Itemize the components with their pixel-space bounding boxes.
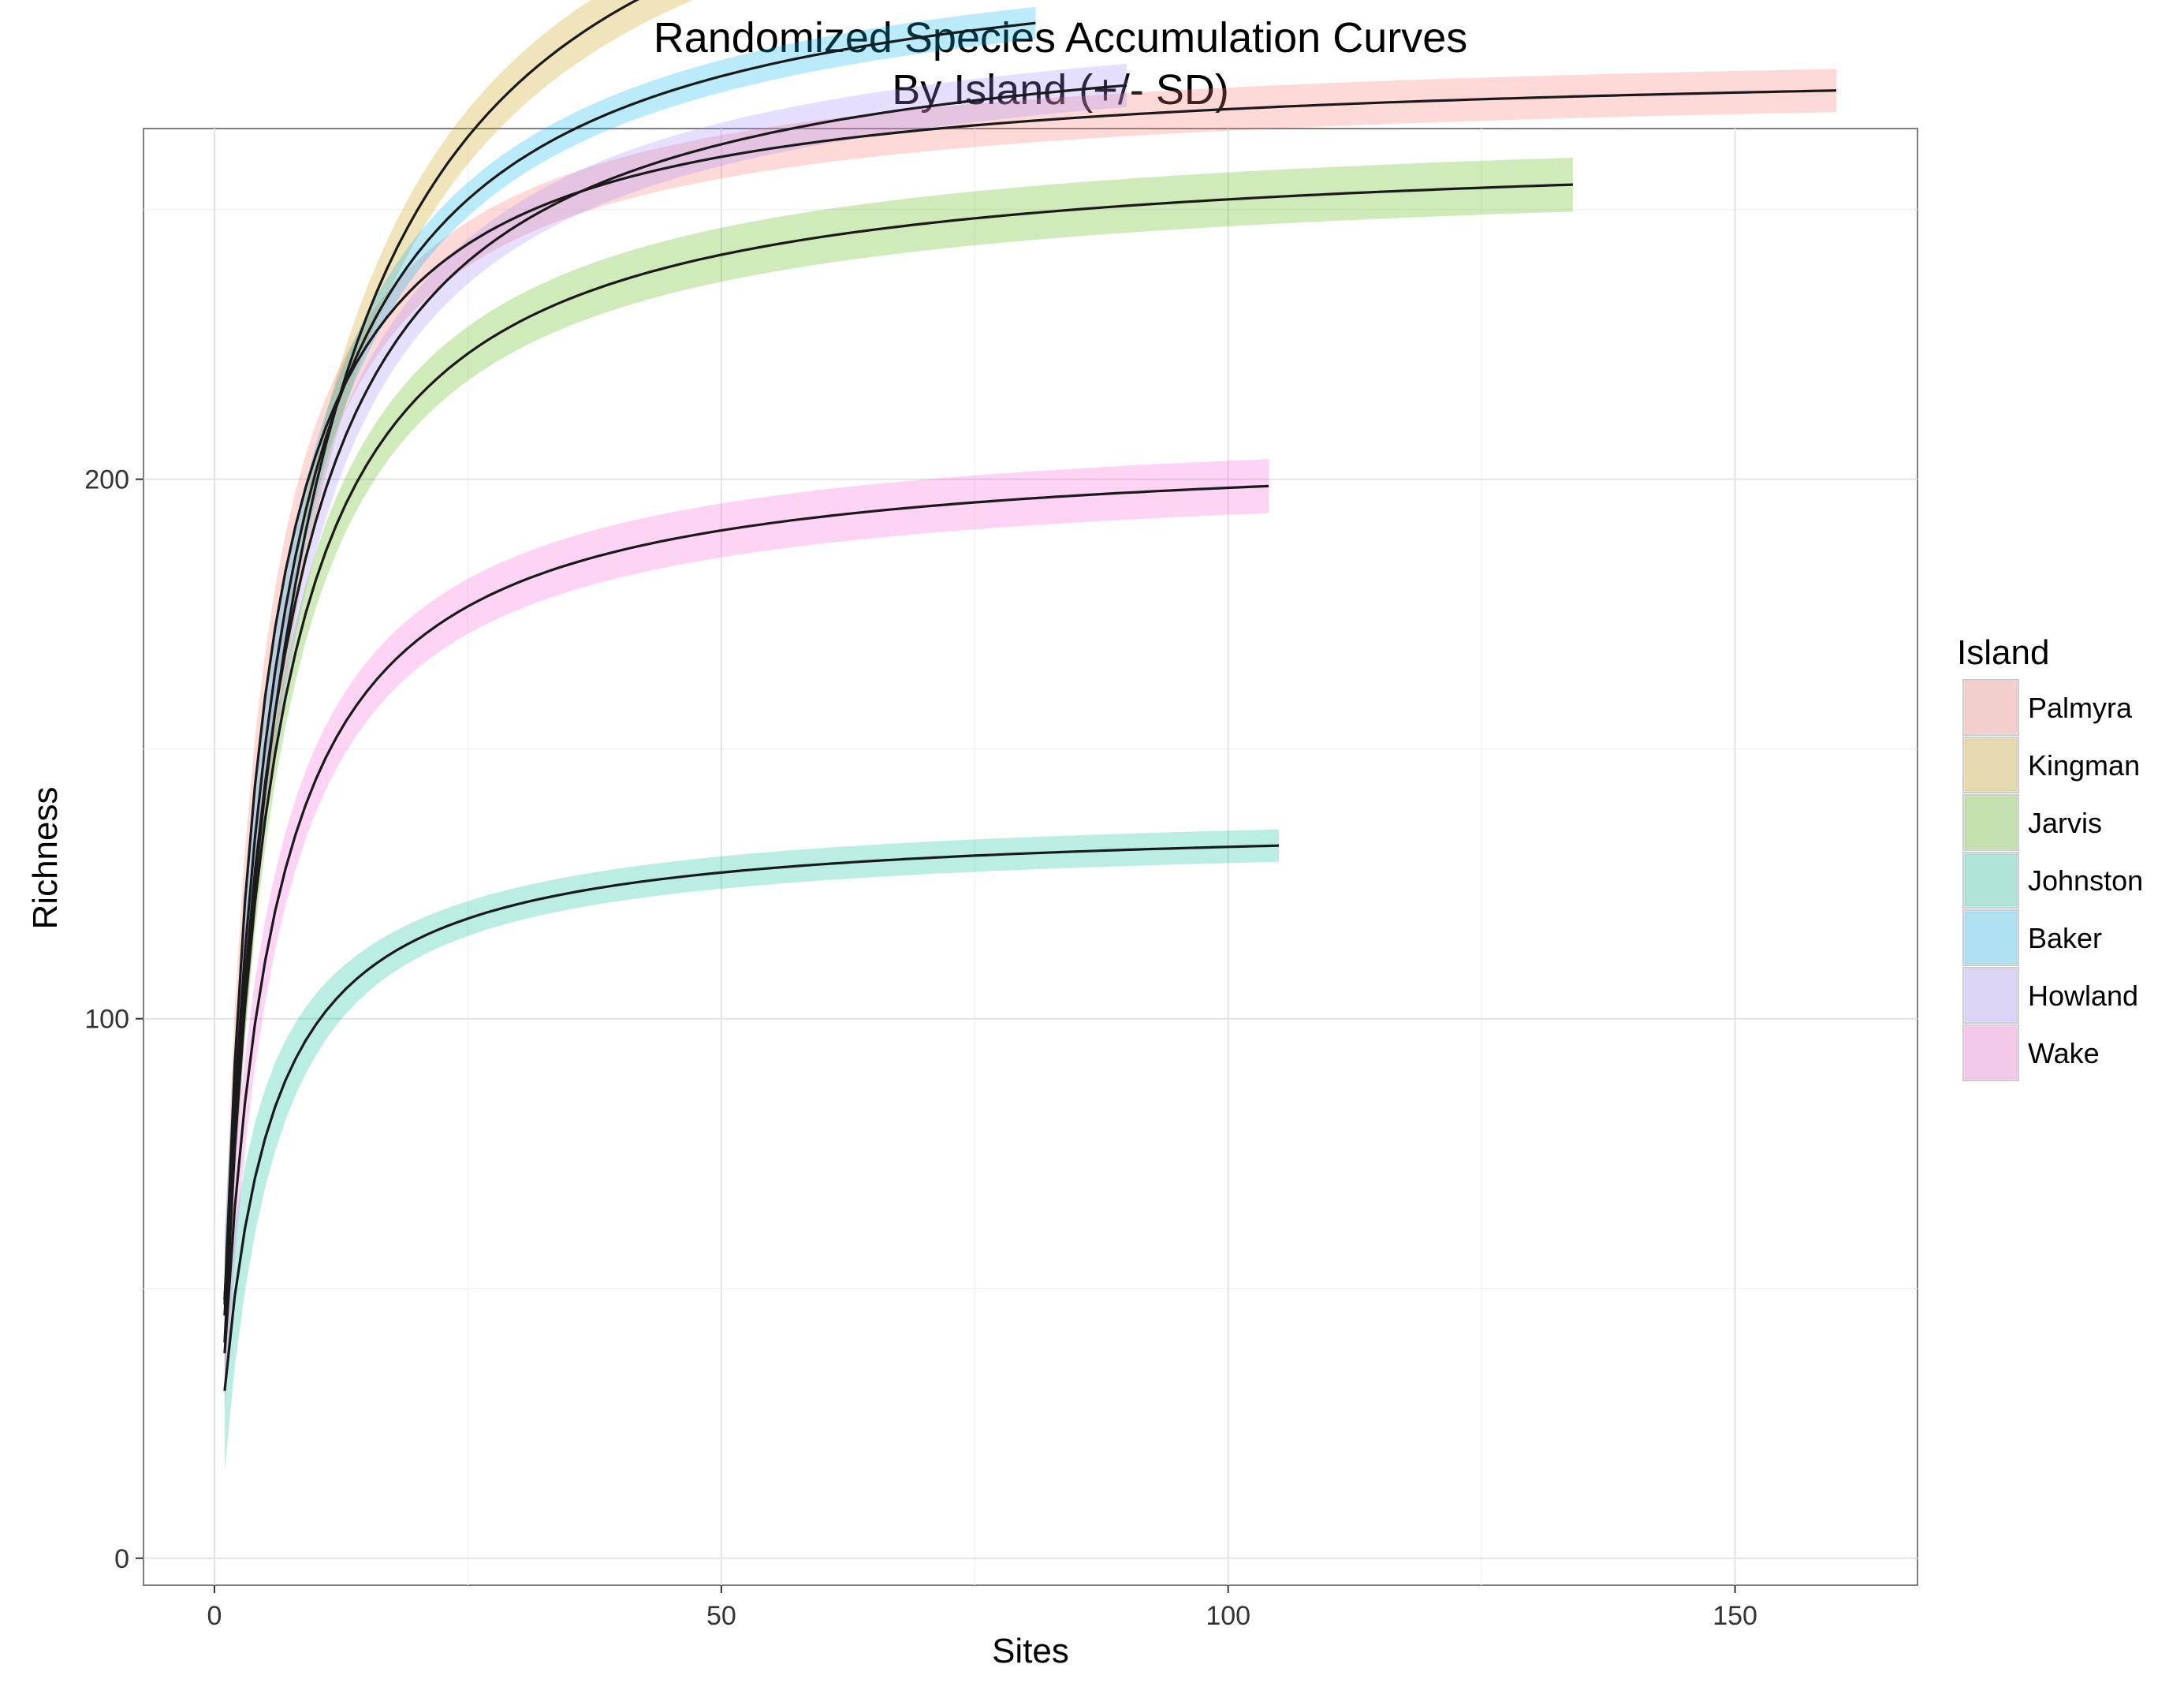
mean-curve-johnston bbox=[223, 844, 1280, 1391]
y-tick-label: 0 bbox=[114, 1544, 129, 1574]
legend-key-bg bbox=[1962, 909, 2019, 966]
chart-title-line1: Randomized Species Accumulation Curves bbox=[654, 14, 1468, 62]
x-axis-title: Sites bbox=[992, 1632, 1069, 1670]
legend-title: Island bbox=[1957, 633, 2049, 672]
legend-item-jarvis: Jarvis bbox=[1962, 794, 2102, 851]
x-tick-label: 50 bbox=[706, 1601, 736, 1631]
legend-key-bg bbox=[1962, 967, 2019, 1024]
legend-key-bg bbox=[1962, 1024, 2019, 1081]
legend-item-howland: Howland bbox=[1962, 967, 2138, 1024]
mean-curve-jarvis bbox=[223, 183, 1573, 1343]
legend-label: Kingman bbox=[2028, 749, 2140, 782]
legend-key-bg bbox=[1962, 737, 2019, 793]
legend: Island Palmyra Kingman Jarvis Johnston Baker… bbox=[1957, 633, 2143, 1081]
legend-label: Baker bbox=[2028, 922, 2102, 954]
x-tick-label: 150 bbox=[1713, 1601, 1757, 1631]
chart-title-line2: By Island (+/- SD) bbox=[892, 66, 1229, 114]
legend-key-swatch bbox=[1964, 1026, 2018, 1080]
x-tick-label: 100 bbox=[1206, 1601, 1250, 1631]
legend-label: Johnston bbox=[2028, 864, 2143, 897]
legend-item-kingman: Kingman bbox=[1962, 737, 2140, 793]
legend-key-bg bbox=[1962, 679, 2019, 736]
legend-key-swatch bbox=[1964, 738, 2018, 792]
legend-label: Palmyra bbox=[2028, 692, 2133, 724]
legend-key-bg bbox=[1962, 794, 2019, 851]
y-tick-label: 200 bbox=[84, 465, 129, 495]
mean-curve-baker bbox=[223, 21, 1036, 1300]
legend-label: Howland bbox=[2028, 980, 2138, 1012]
mean-curve-howland bbox=[223, 84, 1127, 1316]
legend-item-johnston: Johnston bbox=[1962, 852, 2143, 909]
mean-curve-wake bbox=[223, 484, 1269, 1353]
legend-item-wake: Wake bbox=[1962, 1024, 2100, 1081]
mean-curve-palmyra bbox=[223, 89, 1837, 1305]
x-tick-label: 0 bbox=[207, 1601, 222, 1631]
legend-label: Jarvis bbox=[2028, 807, 2102, 839]
legend-item-baker: Baker bbox=[1962, 909, 2102, 966]
legend-key-bg bbox=[1962, 852, 2019, 909]
grid-lines bbox=[143, 129, 1918, 1585]
plot-panel bbox=[143, 128, 1918, 1586]
legend-key-swatch bbox=[1964, 911, 2018, 965]
legend-key-swatch bbox=[1964, 796, 2018, 849]
mean-curve-kingman bbox=[223, 0, 639, 1300]
axes: 0 50 100 150 0 100 200 bbox=[84, 465, 1757, 1631]
legend-label: Wake bbox=[2028, 1037, 2100, 1069]
legend-item-palmyra: Palmyra bbox=[1962, 679, 2133, 736]
legend-key-swatch bbox=[1964, 681, 2018, 734]
y-tick-label: 100 bbox=[84, 1005, 129, 1035]
mean-curves bbox=[223, 0, 1837, 1391]
y-axis-title: Richness bbox=[26, 787, 65, 930]
legend-key-swatch bbox=[1964, 968, 2018, 1022]
legend-key-swatch bbox=[1964, 853, 2018, 907]
